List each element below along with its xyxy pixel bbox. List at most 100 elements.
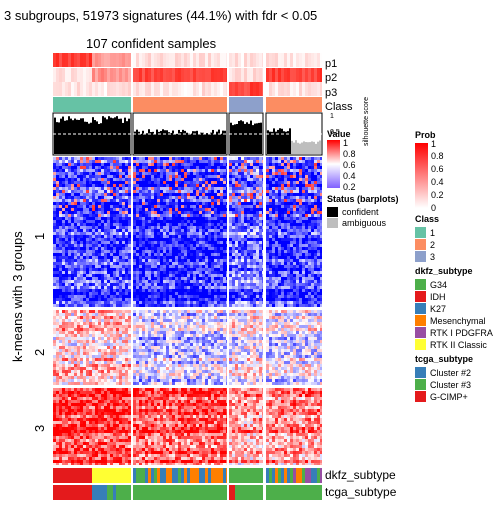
heatmap-cell	[116, 220, 119, 223]
heatmap-cell	[275, 268, 278, 271]
heatmap-cell	[86, 235, 89, 238]
heatmap-cell	[314, 289, 317, 292]
annotation-cell-p1	[187, 53, 190, 67]
heatmap-cell	[281, 193, 284, 196]
heatmap-cell	[68, 184, 71, 187]
heatmap-cell	[211, 202, 214, 205]
heatmap-cell	[284, 256, 287, 259]
heatmap-cell	[229, 280, 232, 283]
heatmap-cell	[142, 250, 145, 253]
heatmap-cell	[101, 238, 104, 241]
heatmap-cell	[217, 223, 220, 226]
heatmap-cell	[166, 226, 169, 229]
heatmap-cell	[151, 232, 154, 235]
silhouette-bar	[118, 119, 120, 154]
annotation-cell-p3	[157, 82, 160, 96]
heatmap-cell	[184, 184, 187, 187]
heatmap-cell	[253, 232, 256, 235]
heatmap-cell	[56, 244, 59, 247]
heatmap-cell	[241, 271, 244, 274]
heatmap-cell	[89, 277, 92, 280]
heatmap-cell	[136, 220, 139, 223]
heatmap-cell	[247, 226, 250, 229]
heatmap-cell	[128, 298, 131, 301]
heatmap-cell	[148, 277, 151, 280]
heatmap-cell	[281, 301, 284, 304]
heatmap-cell	[53, 244, 56, 247]
silhouette-bar	[234, 124, 236, 154]
heatmap-cell	[160, 202, 163, 205]
heatmap-cell	[293, 166, 296, 169]
heatmap-cell	[163, 196, 166, 199]
heatmap-cell	[181, 160, 184, 163]
heatmap-cell	[154, 247, 157, 250]
heatmap-cell	[148, 163, 151, 166]
heatmap-cell	[59, 280, 62, 283]
heatmap-cell	[151, 211, 154, 214]
heatmap-cell	[145, 310, 148, 313]
silhouette-bar	[275, 132, 277, 154]
heatmap-cell	[214, 202, 217, 205]
heatmap-cell	[272, 163, 275, 166]
heatmap-cell	[278, 256, 281, 259]
heatmap-cell	[284, 295, 287, 298]
heatmap-cell	[56, 184, 59, 187]
heatmap-cell	[169, 289, 172, 292]
heatmap-cell	[302, 181, 305, 184]
heatmap-cell	[223, 283, 226, 286]
heatmap-cell	[193, 301, 196, 304]
heatmap-cell	[89, 208, 92, 211]
heatmap-cell	[238, 214, 241, 217]
heatmap-cell	[98, 238, 101, 241]
heatmap-cell	[62, 172, 65, 175]
heatmap-cell	[311, 256, 314, 259]
heatmap-cell	[196, 211, 199, 214]
heatmap-cell	[317, 265, 320, 268]
heatmap-cell	[208, 166, 211, 169]
heatmap-cell	[229, 193, 232, 196]
heatmap-cell	[190, 187, 193, 190]
heatmap-cell	[104, 310, 107, 313]
heatmap-cell	[169, 205, 172, 208]
heatmap-cell	[148, 160, 151, 163]
heatmap-cell	[128, 277, 131, 280]
heatmap-cell	[308, 223, 311, 226]
heatmap-cell	[241, 301, 244, 304]
heatmap-cell	[187, 226, 190, 229]
heatmap-cell	[157, 220, 160, 223]
heatmap-cell	[178, 241, 181, 244]
heatmap-cell	[223, 289, 226, 292]
heatmap-cell	[80, 190, 83, 193]
heatmap-cell	[101, 199, 104, 202]
heatmap-cell	[232, 277, 235, 280]
heatmap-cell	[56, 181, 59, 184]
heatmap-cell	[172, 199, 175, 202]
heatmap-cell	[293, 223, 296, 226]
heatmap-cell	[154, 220, 157, 223]
heatmap-cell	[184, 295, 187, 298]
heatmap-cell	[196, 253, 199, 256]
heatmap-cell	[199, 208, 202, 211]
heatmap-cell	[287, 247, 290, 250]
heatmap-cell	[305, 205, 308, 208]
heatmap-cell	[116, 259, 119, 262]
heatmap-cell	[175, 274, 178, 277]
heatmap-cell	[56, 313, 59, 316]
heatmap-cell	[56, 262, 59, 265]
silhouette-tick-1: 1	[330, 113, 334, 120]
heatmap-cell	[71, 211, 74, 214]
silhouette-bar	[200, 133, 202, 154]
heatmap-cell	[232, 286, 235, 289]
heatmap-cell	[232, 205, 235, 208]
heatmap-cell	[154, 208, 157, 211]
heatmap-cell	[269, 232, 272, 235]
heatmap-cell	[59, 211, 62, 214]
heatmap-cell	[184, 214, 187, 217]
heatmap-cell	[62, 277, 65, 280]
heatmap-cell	[244, 253, 247, 256]
heatmap-cell	[101, 280, 104, 283]
heatmap-cell	[266, 190, 269, 193]
heatmap-cell	[89, 184, 92, 187]
silhouette-bar	[112, 118, 114, 154]
heatmap-cell	[217, 238, 220, 241]
